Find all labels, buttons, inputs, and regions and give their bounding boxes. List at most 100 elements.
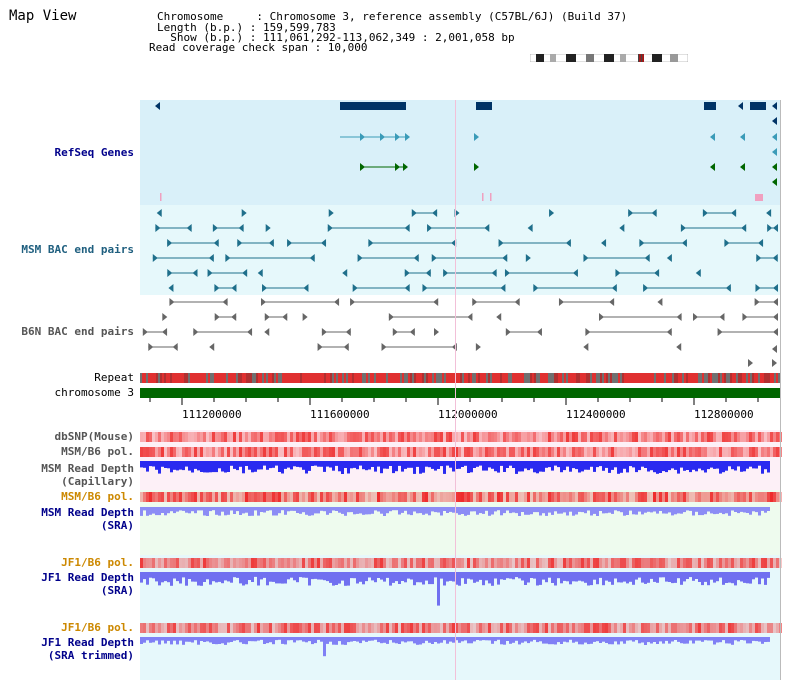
pol-heat-cell (143, 558, 146, 568)
depth-bar (212, 572, 215, 582)
depth-bar (581, 461, 584, 472)
b6n-bac-pair (583, 343, 589, 351)
depth-bar (524, 507, 527, 515)
repeat-segment (468, 373, 470, 383)
dbsnp-heat-cell (719, 432, 722, 442)
track-label-b6n-bac[interactable]: B6N BAC end pairs (21, 325, 134, 338)
repeat-segment (406, 373, 408, 383)
depth-bar (533, 572, 536, 579)
pol-heat-cell (341, 492, 344, 502)
pol-heat-cell (695, 492, 698, 502)
dbsnp-heat-cell (446, 432, 449, 442)
repeat-segment (688, 373, 690, 383)
repeat-segment (716, 373, 718, 383)
repeat-segment (158, 373, 160, 383)
refseq-panel[interactable] (140, 100, 780, 205)
track-label-msm-pol-1[interactable]: MSM/B6 pol. (61, 445, 134, 458)
pol-heat-cell (239, 558, 242, 568)
pol-heat-cell (476, 558, 479, 568)
gene-feature (738, 102, 743, 110)
repeat-segment (350, 373, 352, 383)
gene-feature (750, 102, 766, 110)
dbsnp-heat-cell (686, 432, 689, 442)
track-label-jf1-pol-1[interactable]: JF1/B6 pol. (61, 556, 134, 569)
pol-heat-cell (527, 558, 530, 568)
track-label-jf1-trimmed-sub: (SRA trimmed) (47, 649, 134, 662)
depth-bar (314, 572, 317, 579)
depth-bar (239, 637, 242, 643)
track-label-jf1-depth-sra[interactable]: JF1 Read Depth (41, 571, 134, 584)
pol-heat-cell (392, 492, 395, 502)
depth-bar (548, 461, 551, 468)
track-label-msm-depth-sra[interactable]: MSM Read Depth (41, 506, 134, 519)
pol-heat-cell (488, 492, 491, 502)
depth-bar (350, 507, 353, 513)
repeat-segment (576, 373, 578, 383)
pol-heat-cell (428, 492, 431, 502)
msm-bac-pair (615, 269, 621, 277)
pol-heat-cell (197, 558, 200, 568)
depth-bar (182, 507, 185, 511)
depth-bar (473, 572, 476, 583)
b6n-bac-pair (693, 313, 699, 321)
track-label-msm-bac[interactable]: MSM BAC end pairs (21, 243, 134, 256)
pol-heat-cell (410, 447, 413, 457)
b6n-bac-pair (381, 343, 387, 351)
pol-heat-cell (425, 623, 428, 633)
depth-bar (608, 637, 611, 645)
repeat-segment (642, 373, 644, 383)
depth-bar (350, 461, 353, 469)
dbsnp-heat-cell (617, 432, 620, 442)
chromosome-ideogram[interactable] (530, 54, 688, 62)
pol-heat-cell (479, 558, 482, 568)
pol-heat-cell (752, 447, 755, 457)
dbsnp-heat-cell (734, 432, 737, 442)
pol-heat-cell (734, 492, 737, 502)
dbsnp-heat-cell (266, 432, 269, 442)
pol-heat-cell (311, 623, 314, 633)
msm-bac-panel[interactable] (140, 205, 780, 295)
pol-heat-cell (359, 447, 362, 457)
depth-bar (692, 637, 695, 644)
depth-bar (305, 507, 308, 515)
track-label-jf1-depth-trimmed[interactable]: JF1 Read Depth (41, 636, 134, 649)
pol-heat-cell (485, 492, 488, 502)
pol-heat-cell (593, 623, 596, 633)
pol-heat-cell (713, 492, 716, 502)
depth-bar (488, 507, 491, 516)
depth-bar (155, 507, 158, 516)
depth-bar (623, 637, 626, 644)
pol-heat-cell (185, 492, 188, 502)
depth-bar (650, 507, 653, 513)
pol-heat-cell (140, 492, 143, 502)
pol-heat-cell (542, 447, 545, 457)
pol-heat-cell (545, 558, 548, 568)
pol-heat-cell (464, 492, 467, 502)
pol-heat-cell (398, 492, 401, 502)
track-label-dbsnp[interactable]: dbSNP(Mouse) (54, 430, 134, 443)
pol-heat-cell (290, 492, 293, 502)
msm-bac-pair (565, 239, 571, 247)
msm-bac-pair (303, 284, 309, 292)
pol-heat-cell (284, 447, 287, 457)
track-label-msm-depth-capillary[interactable]: MSM Read Depth (41, 462, 134, 475)
depth-bar (158, 637, 161, 645)
depth-bar (323, 507, 326, 512)
depth-bar (545, 507, 548, 516)
track-label-jf1-pol-2[interactable]: JF1/B6 pol. (61, 621, 134, 634)
track-label-refseq[interactable]: RefSeq Genes (54, 146, 134, 159)
pol-heat-cell (536, 623, 539, 633)
depth-bar (674, 461, 677, 470)
repeat-segment (540, 373, 542, 383)
track-label-repeat[interactable]: Repeat (94, 371, 134, 384)
depth-bar (605, 507, 608, 514)
dbsnp-heat-cell (626, 432, 629, 442)
repeat-segment (236, 373, 238, 383)
pol-heat-cell (569, 492, 572, 502)
gene-feature (395, 133, 400, 141)
pol-heat-cell (152, 447, 155, 457)
b6n-bac-pair (585, 328, 591, 336)
repeat-segment (466, 373, 468, 383)
track-label-msm-pol-2[interactable]: MSM/B6 pol. (61, 490, 134, 503)
dbsnp-heat-cell (392, 432, 395, 442)
